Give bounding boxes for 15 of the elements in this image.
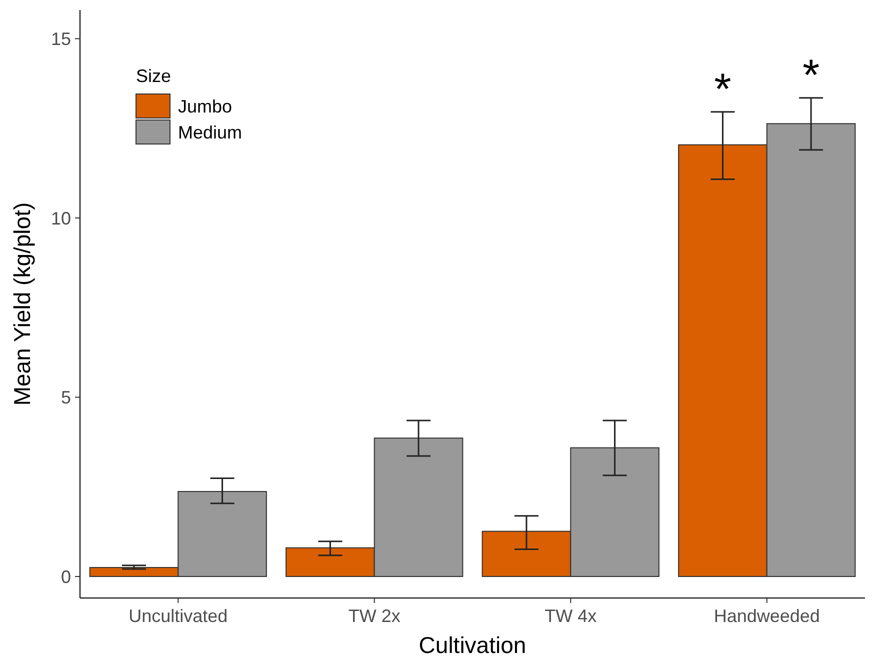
x-axis-title: Cultivation (418, 632, 526, 658)
y-tick-label: 10 (50, 208, 71, 228)
legend-title: Size (136, 66, 172, 86)
annotation: * (714, 64, 732, 114)
y-tick-label: 0 (60, 566, 71, 587)
x-tick-label: Handweeded (714, 606, 820, 626)
x-tick-label: Uncultivated (128, 606, 228, 626)
y-tick-label: 15 (50, 28, 71, 49)
legend-label: Medium (178, 122, 242, 142)
y-axis-title: Mean Yield (kg/plot) (9, 202, 35, 406)
x-tick-label: TW 4x (544, 606, 597, 626)
legend-label: Jumbo (178, 96, 232, 116)
y-tick-label: 5 (60, 388, 71, 408)
annotation: * (802, 50, 820, 100)
x-tick-label: TW 2x (348, 606, 400, 626)
